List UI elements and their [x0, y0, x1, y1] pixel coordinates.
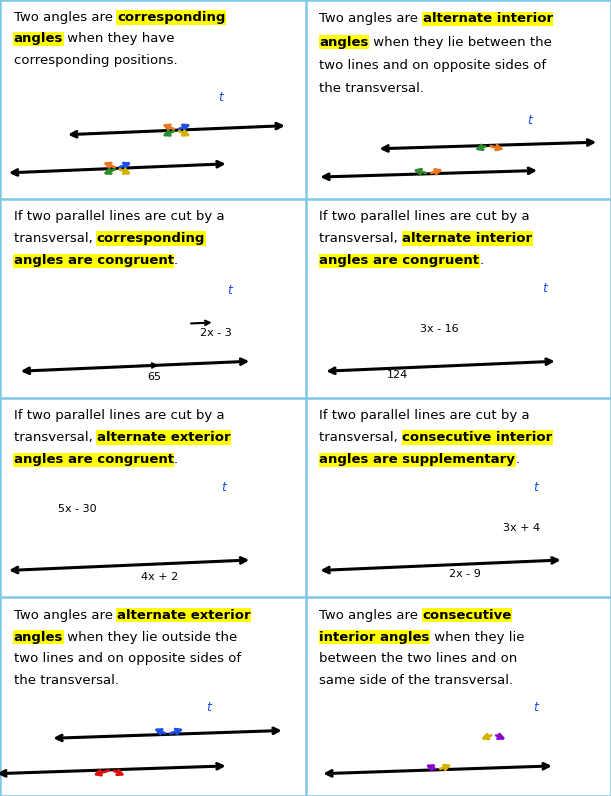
Text: transversal,: transversal,	[320, 232, 402, 245]
Text: angles: angles	[320, 36, 368, 49]
Text: same side of the transversal.: same side of the transversal.	[320, 674, 513, 687]
Text: .: .	[515, 454, 519, 466]
Text: t: t	[533, 481, 538, 494]
Text: Two angles are: Two angles are	[320, 12, 423, 25]
Text: angles: angles	[14, 33, 63, 45]
Text: 2x - 9: 2x - 9	[449, 569, 481, 579]
Text: alternate exterior: alternate exterior	[117, 609, 251, 622]
Text: 3x + 4: 3x + 4	[503, 524, 540, 533]
Text: t: t	[542, 282, 547, 295]
Text: transversal,: transversal,	[320, 431, 402, 444]
Text: .: .	[479, 255, 483, 267]
Text: when they lie outside the: when they lie outside the	[63, 630, 238, 644]
Text: t: t	[527, 115, 532, 127]
Text: when they lie: when they lie	[430, 630, 524, 644]
Text: angles: angles	[14, 630, 63, 644]
Text: t: t	[227, 284, 232, 298]
Text: t: t	[218, 91, 222, 103]
Text: transversal,: transversal,	[14, 232, 97, 245]
Text: consecutive interior: consecutive interior	[402, 431, 552, 444]
Text: Two angles are: Two angles are	[14, 11, 117, 24]
Text: corresponding positions.: corresponding positions.	[14, 54, 177, 67]
Text: consecutive: consecutive	[423, 609, 512, 622]
Text: when they lie between the: when they lie between the	[368, 36, 552, 49]
Text: angles are supplementary: angles are supplementary	[320, 454, 515, 466]
Text: 2x - 3: 2x - 3	[200, 328, 232, 338]
Text: 124: 124	[387, 370, 409, 380]
Text: angles are congruent: angles are congruent	[14, 454, 174, 466]
Text: corresponding: corresponding	[97, 232, 205, 245]
Text: when they have: when they have	[63, 33, 175, 45]
Text: If two parallel lines are cut by a: If two parallel lines are cut by a	[320, 409, 530, 422]
Text: .: .	[174, 454, 178, 466]
Text: 5x - 30: 5x - 30	[58, 505, 97, 514]
Text: t: t	[533, 701, 538, 714]
Text: t: t	[207, 701, 211, 714]
Text: 4x + 2: 4x + 2	[141, 572, 178, 583]
Text: between the two lines and on: between the two lines and on	[320, 653, 518, 665]
Text: the transversal.: the transversal.	[320, 83, 424, 96]
Text: angles are congruent: angles are congruent	[320, 255, 479, 267]
Text: .: .	[174, 255, 178, 267]
Text: 3x - 16: 3x - 16	[420, 325, 458, 334]
Text: If two parallel lines are cut by a: If two parallel lines are cut by a	[14, 210, 224, 223]
Text: the transversal.: the transversal.	[14, 674, 119, 687]
Text: Two angles are: Two angles are	[14, 609, 117, 622]
Text: alternate interior: alternate interior	[402, 232, 532, 245]
Text: If two parallel lines are cut by a: If two parallel lines are cut by a	[14, 409, 224, 422]
Text: interior angles: interior angles	[320, 630, 430, 644]
Text: corresponding: corresponding	[117, 11, 225, 24]
Text: two lines and on opposite sides of: two lines and on opposite sides of	[320, 59, 546, 72]
Text: alternate interior: alternate interior	[423, 12, 552, 25]
Text: If two parallel lines are cut by a: If two parallel lines are cut by a	[320, 210, 530, 223]
Text: 65: 65	[147, 372, 161, 381]
Text: t: t	[221, 481, 226, 494]
Text: two lines and on opposite sides of: two lines and on opposite sides of	[14, 653, 241, 665]
Text: alternate exterior: alternate exterior	[97, 431, 230, 444]
Text: transversal,: transversal,	[14, 431, 97, 444]
Text: Two angles are: Two angles are	[320, 609, 423, 622]
Text: angles are congruent: angles are congruent	[14, 255, 174, 267]
